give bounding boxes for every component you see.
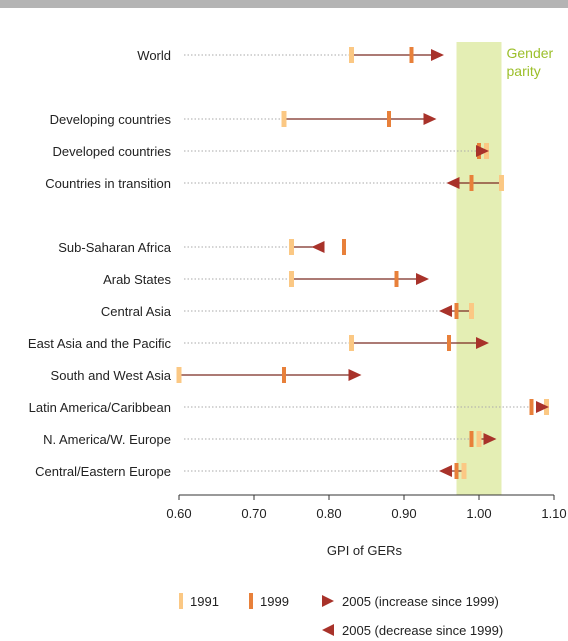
marker-2005 [423, 113, 437, 125]
legend-swatch-1999 [249, 593, 253, 609]
row-label: Developing countries [50, 112, 172, 127]
marker-1999 [447, 335, 451, 351]
marker-1999 [454, 303, 459, 319]
marker-2005 [348, 369, 362, 381]
row-south-and-west-asia: South and West Asia [51, 367, 362, 383]
marker-1991 [461, 463, 467, 479]
marker-1991 [349, 335, 354, 351]
marker-2005 [476, 337, 489, 349]
legend-label-2005-decrease: 2005 (decrease since 1999) [342, 623, 503, 638]
row-label: Countries in transition [45, 176, 171, 191]
x-tick-label: 1.10 [541, 506, 566, 521]
marker-1991 [499, 175, 504, 191]
row-n-america-w-europe: N. America/W. Europe [43, 431, 497, 447]
row-countries-in-transition: Countries in transition [45, 175, 504, 191]
marker-1991 [289, 239, 294, 255]
marker-2005 [431, 49, 444, 61]
legend-increase-arrow-icon [322, 595, 334, 607]
gender-parity-label-line1: Gender [507, 45, 554, 61]
marker-1999 [454, 463, 459, 479]
marker-2005 [446, 177, 460, 189]
gender-parity-band [456, 42, 502, 495]
legend-label-1991: 1991 [190, 594, 219, 609]
marker-1999 [409, 47, 414, 63]
row-latin-america-caribbean: Latin America/Caribbean [29, 399, 549, 415]
row-label: World [137, 48, 171, 63]
marker-2005 [536, 401, 549, 413]
x-tick-label: 0.60 [166, 506, 191, 521]
row-label: N. America/W. Europe [43, 432, 171, 447]
x-tick-label: 0.70 [241, 506, 266, 521]
row-label: Sub-Saharan Africa [58, 240, 172, 255]
x-tick-label: 0.80 [316, 506, 341, 521]
row-label: Developed countries [52, 144, 171, 159]
marker-2005 [476, 145, 489, 157]
marker-1999 [387, 111, 391, 127]
legend-label-1999: 1999 [260, 594, 289, 609]
marker-1991 [289, 271, 294, 287]
marker-1991 [476, 431, 482, 447]
x-tick-label: 0.90 [391, 506, 416, 521]
marker-1999 [469, 175, 474, 191]
marker-1999 [282, 367, 286, 383]
marker-2005 [416, 273, 429, 285]
row-developed-countries: Developed countries [52, 143, 489, 159]
x-axis-ticks: 0.60 0.70 0.80 0.90 1.00 1.10 [166, 495, 567, 521]
row-label: Central/Eastern Europe [35, 464, 171, 479]
marker-2005 [483, 433, 497, 445]
x-tick-label: 1.00 [466, 506, 491, 521]
marker-1991 [469, 303, 474, 319]
marker-1991 [349, 47, 354, 63]
row-label: Arab States [103, 272, 171, 287]
gender-parity-label-line2: parity [507, 63, 541, 79]
legend-label-2005-increase: 2005 (increase since 1999) [342, 594, 499, 609]
marker-2005 [311, 241, 325, 253]
row-world: World [137, 47, 444, 63]
legend-decrease-arrow-icon [322, 624, 334, 636]
marker-2005 [439, 465, 452, 477]
marker-1991 [176, 367, 182, 383]
marker-1999 [394, 271, 399, 287]
row-label: Central Asia [101, 304, 172, 319]
row-developing-countries: Developing countries [50, 111, 437, 127]
row-label: Latin America/Caribbean [29, 400, 171, 415]
row-central-asia: Central Asia [101, 303, 474, 319]
x-axis-title: GPI of GERs [327, 543, 403, 558]
top-rule [0, 0, 568, 8]
legend: 1991 1999 2005 (increase since 1999) 2005 (… [179, 593, 503, 638]
chart-rows: World Developing countries Developed count… [28, 47, 549, 479]
row-arab-states: Arab States [103, 271, 429, 287]
marker-1999 [469, 431, 474, 447]
marker-1999 [529, 399, 534, 415]
legend-swatch-1991 [179, 593, 183, 609]
marker-1999 [342, 239, 346, 255]
marker-1991 [281, 111, 287, 127]
marker-2005 [439, 305, 452, 317]
row-east-asia-and-the-pacific: East Asia and the Pacific [28, 335, 489, 351]
row-central-eastern-europe: Central/Eastern Europe [35, 463, 467, 479]
row-label: South and West Asia [51, 368, 172, 383]
row-sub-saharan-africa: Sub-Saharan Africa [58, 239, 346, 255]
row-label: East Asia and the Pacific [28, 336, 172, 351]
